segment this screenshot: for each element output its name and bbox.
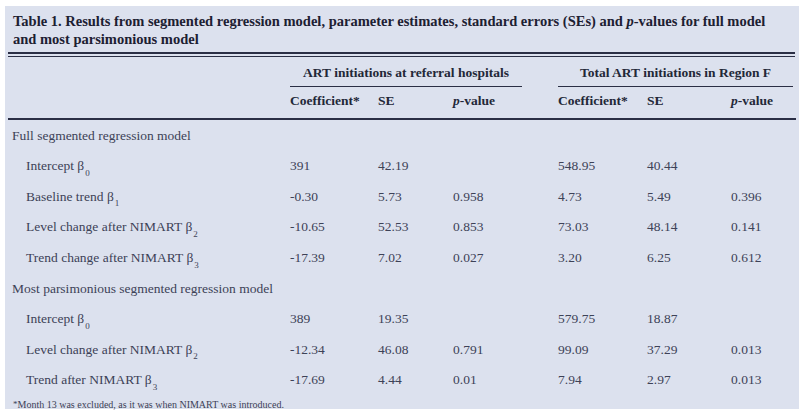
col-header-pvalue-2: p-value <box>731 93 799 109</box>
cell-h-p: 0.027 <box>453 250 558 266</box>
col-header-coefficient-2: Coefficient* <box>558 93 647 109</box>
group-header-spacer <box>5 65 290 87</box>
row-label-text: Intercept β <box>26 158 84 173</box>
column-group-header-row: ART initiations at referral hospitals To… <box>5 65 799 87</box>
cell-h-se: 42.19 <box>378 158 453 174</box>
cell-t-coef: 73.03 <box>558 219 647 235</box>
title-divider-rule <box>8 52 795 57</box>
cell-t-se: 2.97 <box>647 372 731 388</box>
cell-h-coef: -17.39 <box>290 250 378 266</box>
cell-h-coef: -17.69 <box>290 372 378 388</box>
beta-subscript: 1 <box>115 198 120 208</box>
cell-t-p: 0.013 <box>731 372 799 388</box>
table-footnote: *Month 13 was excluded, as it was when N… <box>5 396 799 410</box>
cell-h-se: 7.02 <box>378 250 453 266</box>
pvalue-p-italic: p <box>453 93 460 108</box>
table-row: Trend change after NIMART β3-17.397.020.… <box>5 243 799 274</box>
cell-h-se: 46.08 <box>378 342 453 358</box>
row-label: Trend change after NIMART β3 <box>5 250 290 266</box>
cell-h-coef: 389 <box>290 311 378 327</box>
cell-t-se: 40.44 <box>647 158 731 174</box>
row-label: Intercept β0 <box>5 158 290 174</box>
section-title: Most parsimonious segmented regression m… <box>5 281 799 297</box>
row-label: Level change after NIMART β2 <box>5 219 290 235</box>
cell-t-se: 5.49 <box>647 189 731 205</box>
cell-t-coef: 579.75 <box>558 311 647 327</box>
cell-t-coef: 7.94 <box>558 372 647 388</box>
cell-h-coef: -12.34 <box>290 342 378 358</box>
cell-t-p: 0.013 <box>731 342 799 358</box>
cell-t-se: 18.87 <box>647 311 731 327</box>
row-label: Baseline trend β1 <box>5 189 290 205</box>
cell-t-coef: 99.09 <box>558 342 647 358</box>
group-header-hospitals: ART initiations at referral hospitals <box>290 65 522 87</box>
row-label: Level change after NIMART β2 <box>5 342 290 358</box>
cell-h-coef: 391 <box>290 158 378 174</box>
row-label-text: Level change after NIMART β <box>26 342 192 357</box>
cell-t-se: 48.14 <box>647 219 731 235</box>
table-row: Level change after NIMART β2-12.3446.080… <box>5 334 799 365</box>
row-label-text: Trend after NIMART β <box>26 372 152 387</box>
section-header-row: Most parsimonious segmented regression m… <box>5 273 799 304</box>
cell-h-coef: -0.30 <box>290 189 378 205</box>
row-label: Trend after NIMART β3 <box>5 372 290 388</box>
beta-subscript: 3 <box>194 260 199 270</box>
subheader-spacer <box>5 93 290 109</box>
cell-h-se: 5.73 <box>378 189 453 205</box>
cell-h-p: 0.01 <box>453 372 558 388</box>
col-header-pvalue-1: p-value <box>453 93 558 109</box>
table-row: Level change after NIMART β2-10.6552.530… <box>5 212 799 243</box>
beta-subscript: 2 <box>193 351 198 361</box>
cell-h-se: 52.53 <box>378 219 453 235</box>
beta-subscript: 3 <box>153 382 158 392</box>
cell-t-coef: 4.73 <box>558 189 647 205</box>
section-header-row: Full segmented regression model <box>5 120 799 151</box>
beta-subscript: 2 <box>193 229 198 239</box>
table-title-text: Table 1. Results from segmented regressi… <box>13 13 627 29</box>
footnote-text: Month 13 was excluded, as it was when NI… <box>18 399 284 410</box>
row-label-text: Baseline trend β <box>26 189 114 204</box>
cell-t-coef: 3.20 <box>558 250 647 266</box>
row-label-text: Level change after NIMART β <box>26 219 192 234</box>
col-header-coefficient-1: Coefficient* <box>290 93 378 109</box>
table-title-p-italic: p <box>627 13 634 29</box>
cell-t-p: 0.612 <box>731 250 799 266</box>
cell-t-p: 0.396 <box>731 189 799 205</box>
cell-t-se: 37.29 <box>647 342 731 358</box>
table-row: Trend after NIMART β3-17.694.440.017.942… <box>5 365 799 396</box>
cell-t-se: 6.25 <box>647 250 731 266</box>
cell-t-coef: 548.95 <box>558 158 647 174</box>
table-panel: Table 1. Results from segmented regressi… <box>5 6 799 409</box>
table-row: Baseline trend β1-0.305.730.9584.735.490… <box>5 181 799 212</box>
table-row: Intercept β039142.19548.9540.44 <box>5 151 799 182</box>
pvalue-rest: -value <box>460 93 495 108</box>
cell-h-se: 19.35 <box>378 311 453 327</box>
sub-header-row: Coefficient* SE p-value Coefficient* SE … <box>5 87 799 118</box>
pvalue-p-italic: p <box>731 93 738 108</box>
table-title: Table 1. Results from segmented regressi… <box>5 6 799 48</box>
table-body: Full segmented regression model Intercept… <box>5 120 799 395</box>
col-header-se-2: SE <box>647 93 731 109</box>
beta-subscript: 0 <box>85 168 90 178</box>
col-header-se-1: SE <box>378 93 453 109</box>
row-label-text: Trend change after NIMART β <box>26 250 193 265</box>
pvalue-rest: -value <box>738 93 773 108</box>
cell-t-p: 0.141 <box>731 219 799 235</box>
row-label: Intercept β0 <box>5 311 290 327</box>
section-title: Full segmented regression model <box>5 128 799 144</box>
group-header-region: Total ART initiations in Region F <box>558 65 793 87</box>
table-row: Intercept β038919.35579.7518.87 <box>5 304 799 335</box>
cell-h-p: 0.958 <box>453 189 558 205</box>
beta-subscript: 0 <box>85 321 90 331</box>
cell-h-coef: -10.65 <box>290 219 378 235</box>
cell-h-se: 4.44 <box>378 372 453 388</box>
cell-h-p: 0.791 <box>453 342 558 358</box>
row-label-text: Intercept β <box>26 311 84 326</box>
cell-h-p: 0.853 <box>453 219 558 235</box>
